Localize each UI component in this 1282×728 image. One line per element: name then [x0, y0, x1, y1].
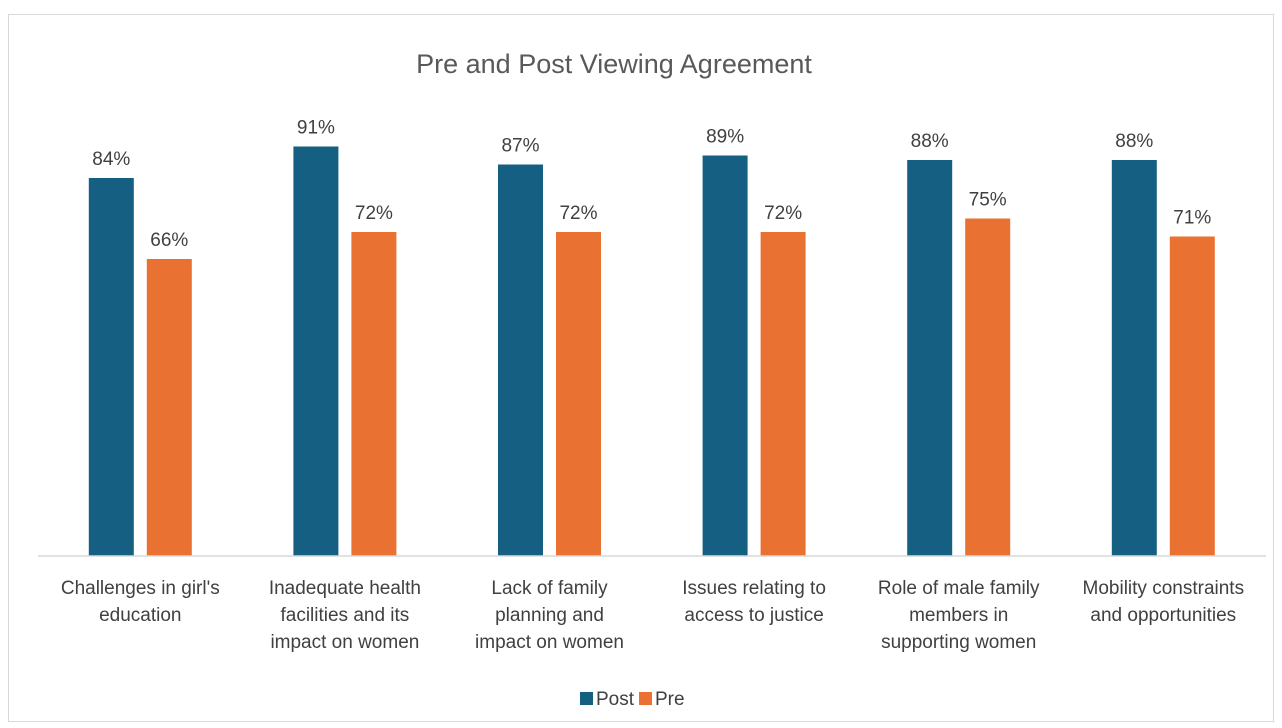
data-label-pre-3: 72%: [764, 203, 802, 224]
category-label-4-line-2: supporting women: [881, 632, 1036, 653]
data-label-post-4: 88%: [911, 131, 949, 152]
bar-post-2: [498, 164, 543, 556]
bar-pre-4: [965, 218, 1011, 556]
category-label-1-line-2: impact on women: [270, 632, 419, 653]
bar-post-3: [702, 155, 748, 556]
data-label-pre-2: 72%: [559, 203, 597, 224]
bar-post-5: [1111, 160, 1157, 556]
category-label-2-line-0: Lack of family: [491, 578, 608, 599]
data-label-post-5: 88%: [1115, 131, 1153, 152]
bar-pre-0: [146, 259, 192, 556]
bars-group: [88, 146, 1215, 556]
bar-pre-5: [1169, 236, 1215, 556]
category-label-0-line-1: education: [99, 605, 181, 626]
category-label-3-line-0: Issues relating to: [682, 578, 826, 599]
data-label-post-2: 87%: [501, 136, 539, 157]
category-label-1-line-1: facilities and its: [280, 605, 409, 626]
category-label-4-line-0: Role of male family: [878, 578, 1040, 599]
legend: Post Pre: [580, 689, 685, 710]
legend-label-pre: Pre: [655, 689, 685, 710]
data-label-pre-0: 66%: [150, 230, 188, 251]
data-label-pre-5: 71%: [1173, 208, 1211, 229]
category-label-3-line-1: access to justice: [684, 605, 823, 626]
legend-swatch-post: [580, 692, 593, 705]
legend-label-post: Post: [596, 689, 635, 710]
chart-frame: [8, 14, 1274, 722]
legend-swatch-pre: [639, 692, 652, 705]
category-labels-group: Challenges in girl's education Inadequate …: [61, 578, 1244, 653]
data-label-pre-1: 72%: [355, 203, 393, 224]
data-label-post-3: 89%: [706, 127, 744, 148]
category-label-4-line-1: members in: [909, 605, 1008, 626]
bar-post-1: [293, 146, 339, 556]
category-label-5-line-1: and opportunities: [1090, 605, 1236, 626]
data-label-post-1: 91%: [297, 118, 335, 139]
data-labels-group: 84% 66% 91% 72% 87% 72% 89% 72% 88% 75% 88% 71%: [92, 118, 1211, 252]
data-label-post-0: 84%: [92, 149, 130, 170]
bar-post-0: [88, 178, 134, 556]
bar-post-4: [907, 160, 953, 556]
bar-pre-1: [351, 232, 397, 556]
category-label-0-line-0: Challenges in girl's: [61, 578, 220, 599]
data-label-pre-4: 75%: [969, 190, 1007, 211]
chart-title: Pre and Post Viewing Agreement: [416, 49, 812, 79]
bar-pre-3: [760, 232, 806, 556]
category-label-2-line-2: impact on women: [475, 632, 624, 653]
category-label-2-line-1: planning and: [495, 605, 604, 626]
bar-pre-2: [556, 232, 601, 556]
category-label-1-line-0: Inadequate health: [269, 578, 421, 599]
category-label-5-line-0: Mobility constraints: [1083, 578, 1245, 599]
